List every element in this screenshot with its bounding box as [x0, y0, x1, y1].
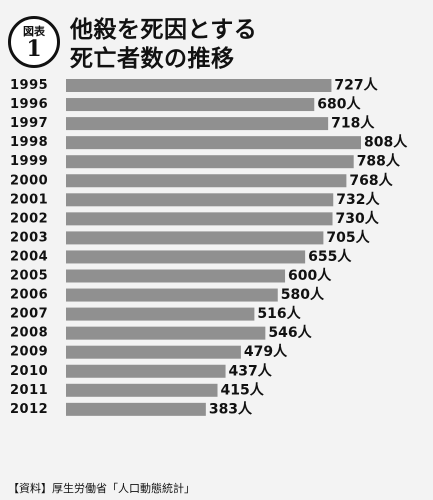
- value-label-2001: 732人: [336, 191, 380, 208]
- year-label-2005: 2005: [10, 269, 48, 284]
- bar-2004: [66, 250, 306, 264]
- bar-2010: [66, 364, 226, 378]
- year-label-2012: 2012: [10, 402, 48, 417]
- year-label-1996: 1996: [10, 97, 48, 112]
- figure-badge-label: 図表: [23, 25, 45, 38]
- chart-header: 図表 1 他殺を死因とする 死亡者数の推移: [8, 8, 428, 74]
- bar-2007: [66, 307, 255, 321]
- value-label-2011: 415人: [221, 381, 265, 398]
- year-label-1997: 1997: [10, 116, 48, 131]
- bar-1997: [66, 117, 329, 131]
- bar-2003: [66, 231, 324, 245]
- bar-2009: [66, 345, 241, 359]
- year-label-2011: 2011: [10, 383, 48, 398]
- year-label-2001: 2001: [10, 192, 48, 207]
- bar-1999: [66, 155, 354, 169]
- bar-1995: [66, 79, 332, 92]
- year-label-2003: 2003: [10, 230, 48, 245]
- value-label-1998: 808人: [364, 134, 408, 151]
- value-label-2010: 437人: [229, 362, 273, 379]
- value-label-2002: 730人: [336, 210, 380, 227]
- bar-2006: [66, 288, 278, 302]
- year-label-2007: 2007: [10, 307, 48, 322]
- bar-2005: [66, 269, 286, 283]
- chart-title-line1: 他殺を死因とする: [70, 17, 258, 43]
- value-label-2006: 580人: [281, 286, 325, 303]
- value-label-2009: 479人: [244, 343, 288, 360]
- bar-2011: [66, 383, 218, 397]
- value-label-2003: 705人: [326, 229, 370, 246]
- year-label-2010: 2010: [10, 364, 48, 379]
- value-label-1997: 718人: [331, 115, 375, 132]
- figure-badge-number: 1: [26, 36, 42, 62]
- bar-2000: [66, 174, 347, 188]
- value-label-2007: 516人: [257, 305, 301, 322]
- year-label-2009: 2009: [10, 345, 48, 360]
- value-label-2004: 655人: [308, 248, 352, 265]
- year-label-2000: 2000: [10, 173, 48, 188]
- value-label-1999: 788人: [357, 153, 401, 170]
- bar-1996: [66, 98, 315, 112]
- bar-2008: [66, 326, 266, 340]
- chart-title: 他殺を死因とする 死亡者数の推移: [70, 16, 257, 74]
- chart-title-line2: 死亡者数の推移: [70, 46, 235, 72]
- year-label-1998: 1998: [10, 135, 48, 150]
- value-label-1995: 727人: [334, 77, 378, 94]
- bar-2001: [66, 193, 334, 207]
- bar-1998: [66, 136, 361, 150]
- figure-badge: 図表 1: [8, 16, 60, 68]
- source-note: 【資料】厚生労働省「人口動態統計」: [8, 482, 195, 495]
- year-label-2004: 2004: [10, 249, 48, 264]
- year-label-2006: 2006: [10, 288, 48, 303]
- value-label-2008: 546人: [268, 324, 312, 341]
- year-label-2002: 2002: [10, 211, 48, 226]
- value-label-1996: 680人: [317, 96, 361, 113]
- year-label-1995: 1995: [10, 78, 48, 93]
- value-label-2012: 383人: [209, 400, 253, 417]
- year-label-1999: 1999: [10, 154, 48, 169]
- year-label-2008: 2008: [10, 326, 48, 341]
- value-label-2000: 768人: [349, 172, 393, 189]
- value-label-2005: 600人: [288, 267, 332, 284]
- bar-2012: [66, 402, 206, 416]
- bar-2002: [66, 212, 333, 226]
